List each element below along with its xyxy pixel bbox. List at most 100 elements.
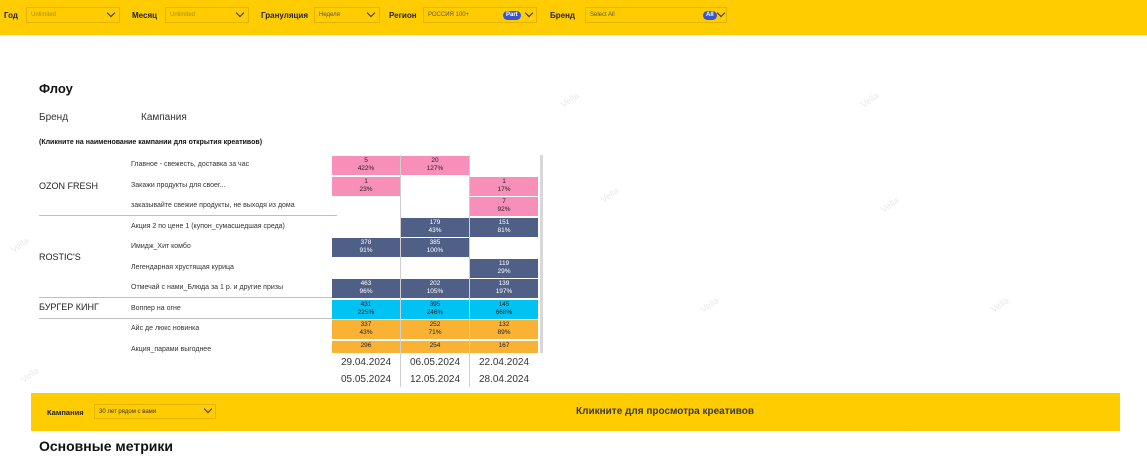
watermark: Vella [878,195,901,215]
year-filter-label: Год [4,11,18,20]
heatmap-cell[interactable]: 252 71% [401,320,469,339]
heatmap-cell[interactable]: 5 422% [332,156,400,175]
heatmap-cell-value: 385 [429,239,441,246]
heatmap-cell[interactable]: 202 105% [401,279,469,298]
flow-title: Флоу [39,81,73,96]
campaign-link[interactable]: Легендарная хрустящая курица [131,264,234,271]
heatmap-cell-percent: 127% [426,165,444,172]
heatmap-cell-value: 378 [360,239,372,246]
heatmap-cell-percent: 668% [495,308,513,316]
heatmap-cell[interactable]: 431 225% [332,299,400,319]
brand-filter-select[interactable]: Select All [585,7,727,23]
heatmap-cell[interactable]: 7 92% [470,197,538,216]
heatmap-cell-value: 254 [429,341,441,349]
campaign-link[interactable]: Айс де люкс новинка [131,325,200,332]
watermark: Vella [698,295,721,315]
heatmap-cell-value: 296 [360,341,372,349]
heatmap-cell-percent: 81% [497,226,511,234]
campaign-select[interactable]: 30 лет рядом с вами [94,404,216,419]
heatmap-cell-value: 463 [360,280,372,287]
heatmap-cell[interactable]: 1 17% [470,176,538,196]
brand-label-ozon: OZON FRESH [39,181,99,191]
campaign-column-header: Кампания [141,112,187,123]
heatmap-cell[interactable]: 1 23% [332,176,400,196]
heatmap-cell[interactable]: 151 81% [470,217,538,237]
group-separator [39,297,337,298]
heatmap-cell-value: 7 [502,198,506,205]
brand-all-badge: All [703,11,717,20]
brand-column-header: Бренд [39,112,69,123]
heatmap-cell-percent: 17% [497,185,511,193]
month-filter-select[interactable]: Unlimited [165,7,249,23]
watermark: Vella [598,185,621,205]
heatmap-cell[interactable]: 337 43% [332,320,400,339]
campaign-link[interactable]: Акция_парами выгоднее [131,346,212,353]
heatmap-cell-value: 202 [429,280,441,287]
heatmap-cell[interactable]: 167 [470,340,538,353]
heatmap-cell-value: 145 [498,300,510,308]
campaign-link[interactable]: Акция 2 по цене 1 (купон_сумасшедшая сре… [131,223,285,230]
campaign-select-label: Кампания [47,408,84,417]
heatmap-cell[interactable]: 179 43% [401,217,469,237]
campaign-link[interactable]: Главное - свежесть, доставка за час [131,161,250,168]
heatmap-cell-percent: 23% [359,185,373,193]
heatmap-cell-value: 1 [502,177,506,185]
campaign-link[interactable]: Воппер на огне [131,305,181,312]
campaign-link[interactable]: заказывайте свежие продукты, не выходя и… [131,202,295,209]
heatmap-cell-percent: 197% [495,288,513,295]
group-separator [39,318,337,319]
campaign-link[interactable]: Отмечай с нами_Блюда за 1 р. и другие пр… [131,284,284,291]
heatmap-cell[interactable]: 119 29% [470,258,538,278]
heatmap-cell[interactable]: 378 91% [332,238,400,257]
brand-label-rostics: ROSTIC'S [39,252,81,262]
watermark: Vella [858,90,881,110]
heatmap-cell-percent: 100% [426,247,444,254]
watermark: Vella [18,365,41,385]
heatmap-cell-percent: 71% [428,329,442,336]
heatmap-cell-percent: 43% [359,329,373,336]
creatives-band: Кампания 30 лет рядом с вами Кликните дл… [31,393,1120,431]
week-start-date: 06.05.2024 [409,357,461,368]
heatmap-cell[interactable]: 20 127% [401,156,469,175]
month-filter-label: Месяц [132,11,158,20]
heatmap-cell-percent: 422% [357,165,375,172]
heatmap-cell[interactable]: 463 96% [332,279,400,298]
heatmap-cell-value: 20 [431,157,439,164]
granularity-filter-select[interactable]: Неделя [314,7,380,23]
campaign-link[interactable]: Имидж_Хит комбо [131,243,191,250]
heatmap-cell[interactable]: 145 668% [470,299,538,319]
week-end-date: 28.04.2024 [478,374,530,385]
watermark: Vella [8,235,31,255]
heatmap-cell[interactable]: 395 246% [401,299,469,319]
year-filter-select[interactable]: Unlimited [26,7,120,23]
heatmap-cell-value: 431 [360,300,372,308]
heatmap-cell-value: 139 [498,280,510,287]
heatmap-cell-percent: 246% [426,308,444,316]
heatmap-cell-value: 5 [364,157,368,164]
watermark: Vella [558,90,581,110]
heatmap-scrollbar[interactable] [540,155,543,353]
heatmap-cell[interactable]: 254 [401,340,469,353]
campaign-link[interactable]: Закажи продукты для своег... [131,182,226,189]
heatmap-cell[interactable]: 139 197% [470,279,538,298]
heatmap-cell-percent: 96% [359,288,373,295]
heatmap-cell-percent: 92% [497,206,511,213]
heatmap-cell[interactable]: 296 [332,340,400,353]
brand-label-burger-king: БУРГЕР КИНГ [39,302,99,312]
campaign-hint: (Кликните на наименование кампании для о… [39,139,263,146]
week-start-date: 29.04.2024 [340,357,392,368]
column-divider [400,155,401,387]
heatmap-cell-percent: 43% [428,226,442,234]
region-part-badge: Part [503,11,521,20]
heatmap-cell-percent: 225% [357,308,375,316]
column-divider [469,155,470,387]
heatmap-cell-value: 252 [429,321,441,328]
view-creatives-button[interactable]: Кликните для просмотра креативов [576,406,755,417]
group-separator [39,215,337,216]
heatmap-cell[interactable]: 385 100% [401,238,469,257]
heatmap-cell-value: 119 [498,259,510,267]
main-metrics-title: Основные метрики [39,438,173,454]
heatmap-cell-value: 151 [498,218,510,226]
week-end-date: 12.05.2024 [409,374,461,385]
heatmap-cell[interactable]: 132 89% [470,320,538,339]
